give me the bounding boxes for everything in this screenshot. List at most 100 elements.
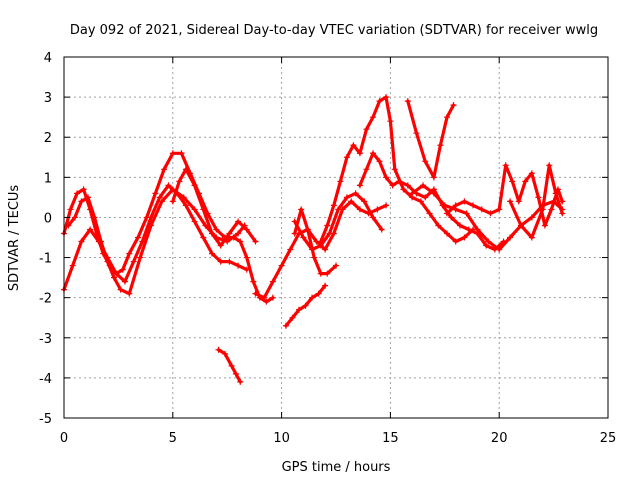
series-points-track-4 — [169, 166, 259, 249]
data-point — [376, 158, 383, 165]
data-point — [235, 262, 242, 269]
data-point — [435, 222, 442, 229]
data-point — [517, 222, 524, 229]
data-point — [222, 350, 229, 357]
data-point — [252, 238, 259, 245]
data-point — [152, 190, 159, 197]
data-point — [148, 222, 155, 229]
series-points-track-5 — [215, 346, 244, 385]
x-axis-label: GPS time / hours — [282, 460, 391, 475]
data-point — [217, 242, 224, 249]
data-point — [400, 186, 407, 193]
data-point — [507, 234, 514, 241]
data-point — [324, 270, 331, 277]
data-point — [104, 258, 111, 265]
data-point — [369, 150, 376, 157]
data-point — [208, 230, 215, 237]
data-point — [300, 234, 307, 241]
data-point — [343, 194, 350, 201]
data-point — [409, 190, 416, 197]
data-point — [356, 150, 363, 157]
data-point — [311, 254, 318, 261]
data-point — [126, 250, 133, 257]
data-point — [298, 206, 305, 213]
series-points-track-10 — [317, 94, 477, 245]
data-point — [302, 302, 309, 309]
data-point — [261, 294, 268, 301]
data-point — [343, 154, 350, 161]
data-point — [422, 194, 429, 201]
data-point — [243, 266, 250, 273]
data-point — [528, 170, 535, 177]
data-point — [200, 206, 207, 213]
data-point — [304, 226, 311, 233]
data-point — [335, 206, 342, 213]
data-point — [309, 246, 316, 253]
data-point — [430, 174, 437, 181]
data-point — [330, 202, 337, 209]
data-point — [478, 206, 485, 213]
data-point — [121, 278, 128, 285]
data-point — [387, 118, 394, 125]
data-point — [67, 206, 74, 213]
data-point — [296, 306, 303, 313]
data-point — [448, 214, 455, 221]
data-point — [443, 114, 450, 121]
data-point — [507, 198, 514, 205]
data-point — [309, 294, 316, 301]
data-point — [502, 162, 509, 169]
data-point — [80, 186, 87, 193]
data-point — [178, 150, 185, 157]
data-point — [289, 314, 296, 321]
data-point — [559, 210, 566, 217]
chart-title: Day 092 of 2021, Sidereal Day-to-day VTE… — [70, 23, 598, 38]
data-point — [483, 242, 490, 249]
data-point — [182, 202, 189, 209]
x-tick-label: 20 — [491, 431, 508, 446]
data-point — [74, 190, 81, 197]
x-tick-label: 0 — [60, 431, 68, 446]
data-point — [269, 278, 276, 285]
y-tick-label: -3 — [39, 332, 52, 347]
data-point — [78, 198, 85, 205]
data-point — [333, 262, 339, 269]
series-points-track-7 — [291, 206, 339, 277]
data-point — [191, 218, 198, 225]
data-point — [322, 246, 329, 253]
data-point — [182, 166, 189, 173]
data-point — [515, 198, 522, 205]
data-point — [317, 238, 324, 245]
data-point — [461, 198, 468, 205]
y-tick-label: 3 — [44, 91, 52, 106]
data-point — [441, 202, 448, 209]
data-point — [541, 222, 548, 229]
data-point — [69, 262, 76, 269]
y-tick-label: 0 — [44, 211, 52, 226]
data-point — [169, 150, 176, 157]
data-point — [509, 178, 516, 185]
data-point — [78, 238, 85, 245]
data-point — [315, 290, 322, 297]
x-tick-label: 10 — [273, 431, 290, 446]
data-point — [191, 206, 198, 213]
data-point — [250, 278, 257, 285]
data-point — [126, 290, 133, 297]
y-tick-label: 2 — [44, 131, 52, 146]
data-point — [417, 198, 424, 205]
data-point — [528, 214, 535, 221]
data-point — [376, 98, 383, 105]
series-points-track-12 — [404, 98, 457, 181]
data-point — [461, 234, 468, 241]
data-point — [87, 226, 94, 233]
data-point — [470, 202, 477, 209]
data-point — [228, 362, 235, 369]
data-point — [130, 258, 137, 265]
data-point — [134, 234, 141, 241]
data-point — [430, 190, 437, 197]
data-point — [422, 158, 429, 165]
data-point — [391, 166, 398, 173]
data-point — [413, 130, 420, 137]
data-point — [235, 218, 242, 225]
data-point — [161, 166, 168, 173]
data-point — [291, 218, 298, 225]
